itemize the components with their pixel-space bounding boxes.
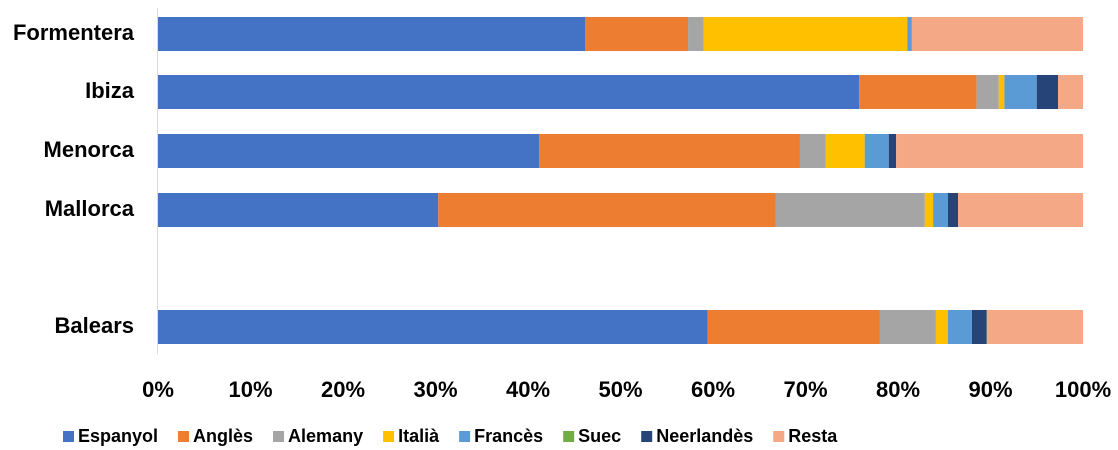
bar-segment-mallorca-italià	[924, 193, 934, 227]
x-tick-label: 30%	[413, 377, 457, 402]
category-label: Menorca	[44, 137, 135, 162]
legend-swatch-anglès	[178, 431, 190, 442]
x-tick-label: 70%	[783, 377, 827, 402]
legend-label-italià: Italià	[398, 426, 440, 446]
bar-segment-menorca-anglès	[539, 134, 800, 168]
category-label: Formentera	[13, 20, 135, 45]
bar-segment-menorca-francès	[864, 134, 889, 168]
legend-swatch-suec	[563, 431, 575, 442]
x-tick-label: 80%	[876, 377, 920, 402]
bar-segment-ibiza-neerlandès	[1036, 75, 1059, 109]
bar-segment-ibiza-alemany	[976, 75, 999, 109]
category-label: Ibiza	[85, 78, 135, 103]
bar-segment-formentera-anglès	[585, 17, 689, 51]
legend-label-francès: Francès	[474, 426, 543, 446]
legend-swatch-neerlandès	[641, 431, 653, 442]
bar-segment-balears-resta	[986, 310, 1083, 344]
x-tick-label: 0%	[142, 377, 174, 402]
bar-segment-ibiza-francès	[1004, 75, 1037, 109]
legend-label-suec: Suec	[578, 426, 621, 446]
category-label: Balears	[54, 313, 134, 338]
bar-segment-mallorca-resta	[958, 193, 1084, 227]
bar-segment-menorca-alemany	[799, 134, 826, 168]
bar-segment-ibiza-resta	[1058, 75, 1083, 109]
bar-segment-mallorca-neerlandès	[947, 193, 959, 227]
legend-swatch-resta	[773, 431, 785, 442]
bar-segment-menorca-neerlandès	[888, 134, 897, 168]
bar-segment-formentera-alemany	[688, 17, 704, 51]
bar-segment-menorca-resta	[896, 134, 1083, 168]
bar-segment-balears-anglès	[707, 310, 880, 344]
bar-segment-mallorca-anglès	[438, 193, 776, 227]
legend-label-resta: Resta	[788, 426, 838, 446]
bar-segment-formentera-italià	[703, 17, 908, 51]
bar-segment-mallorca-espanyol	[158, 193, 439, 227]
legend-label-neerlandès: Neerlandès	[656, 426, 753, 446]
bar-segment-formentera-francès	[907, 17, 912, 51]
bar-segment-formentera-espanyol	[158, 17, 586, 51]
x-tick-label: 40%	[506, 377, 550, 402]
bar-segment-menorca-italià	[825, 134, 865, 168]
bar-segment-balears-espanyol	[158, 310, 708, 344]
bar-segment-balears-francès	[947, 310, 972, 344]
legend-label-anglès: Anglès	[193, 426, 253, 446]
bar-segment-ibiza-espanyol	[158, 75, 860, 109]
bar-segment-balears-neerlandès	[972, 310, 987, 344]
bar-segment-balears-italià	[935, 310, 948, 344]
x-tick-label: 20%	[321, 377, 365, 402]
category-label: Mallorca	[45, 196, 135, 221]
bar-segment-ibiza-anglès	[859, 75, 977, 109]
legend-swatch-alemany	[273, 431, 285, 442]
legend-label-alemany: Alemany	[288, 426, 363, 446]
bar-segment-mallorca-francès	[933, 193, 948, 227]
x-tick-label: 10%	[228, 377, 272, 402]
bar-segment-menorca-espanyol	[158, 134, 540, 168]
x-tick-label: 90%	[968, 377, 1012, 402]
legend-swatch-espanyol	[63, 431, 74, 442]
x-tick-label: 60%	[691, 377, 735, 402]
x-tick-label: 50%	[598, 377, 642, 402]
legend-swatch-italià	[383, 431, 395, 442]
legend-label-espanyol: Espanyol	[78, 426, 158, 446]
bar-segment-ibiza-italià	[998, 75, 1005, 109]
bar-segment-mallorca-alemany	[775, 193, 925, 227]
legend-swatch-francès	[459, 431, 471, 442]
x-tick-label: 100%	[1055, 377, 1111, 402]
bar-segment-balears-alemany	[879, 310, 936, 344]
bar-segment-formentera-resta	[911, 17, 1084, 51]
